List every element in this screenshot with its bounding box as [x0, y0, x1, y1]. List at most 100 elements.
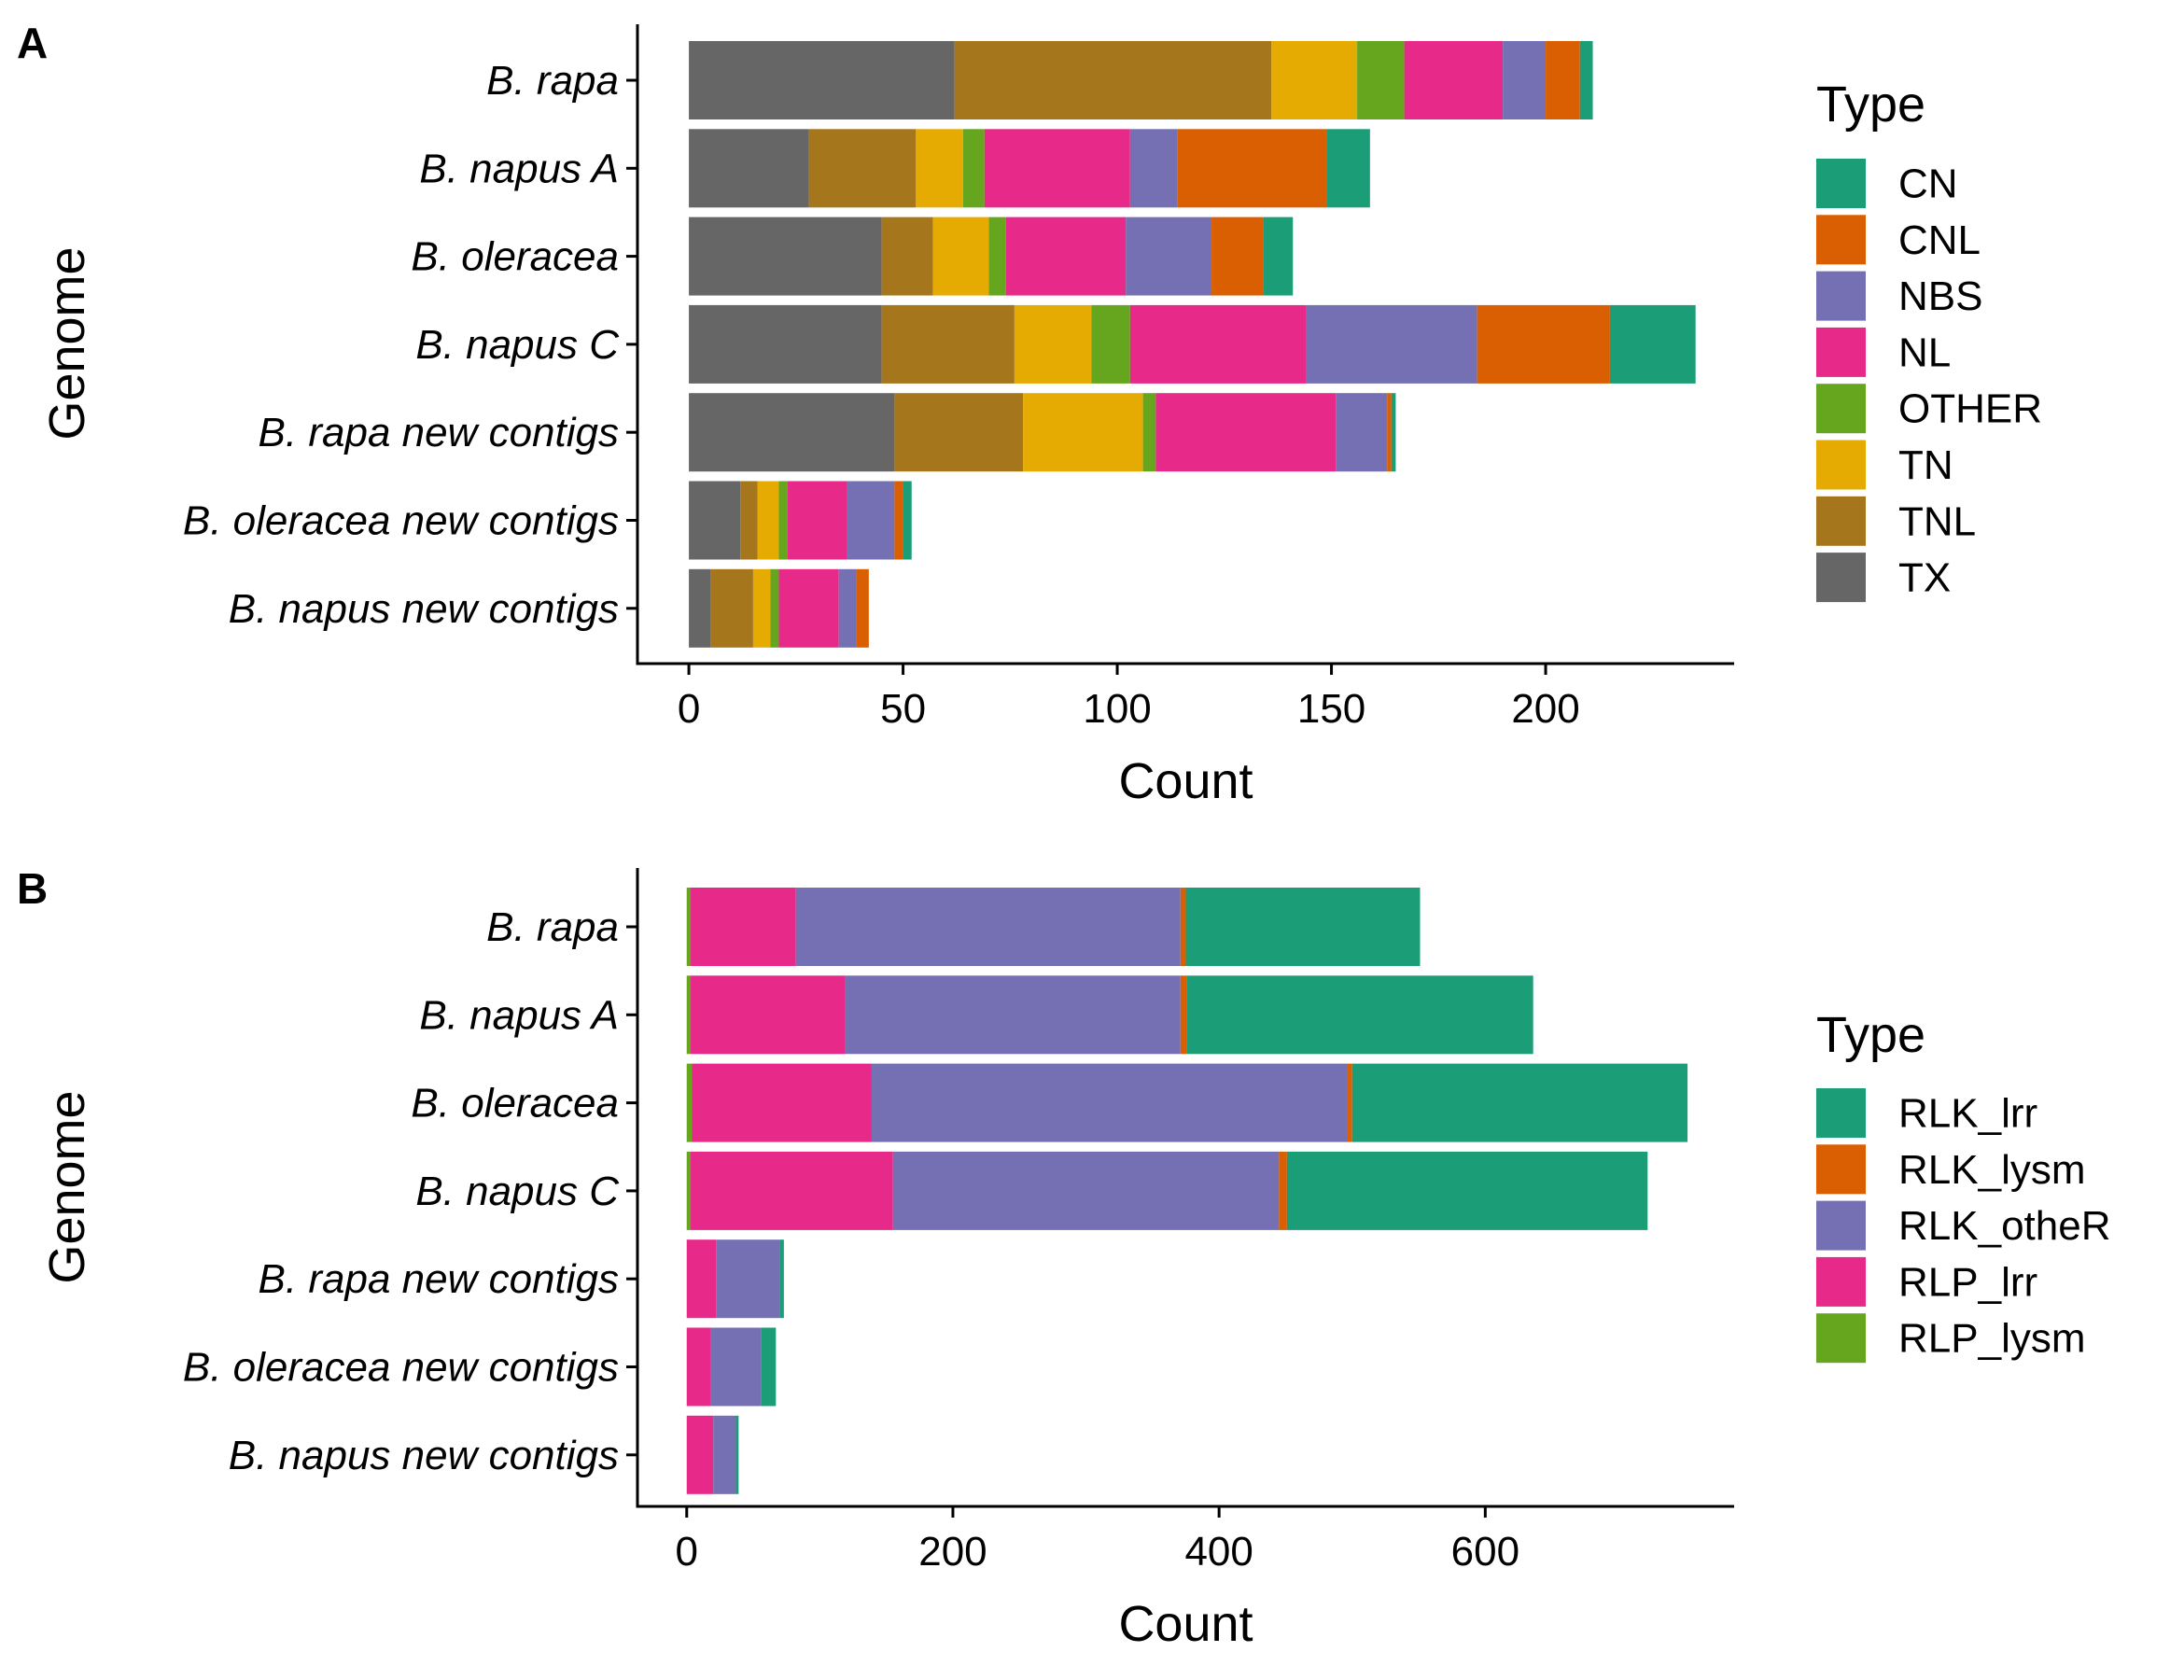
y-tick-label: B. rapa: [486, 58, 619, 104]
x-axis-title: Count: [1118, 1596, 1253, 1652]
y-axis-title: Genome: [39, 1090, 95, 1283]
bar-segment-tn: [752, 568, 771, 648]
bar-segment-rlk-lysm: [1347, 1063, 1352, 1142]
bar-segment-cn: [1326, 129, 1370, 208]
bar-segment-rlk-other: [871, 1063, 1348, 1142]
bar-segment-rlp-lrr: [691, 888, 796, 966]
legend-title: Type: [1816, 77, 1925, 133]
bar-segment-nbs: [1503, 41, 1547, 119]
bar-segment-rlk-lrr: [1286, 1151, 1648, 1230]
bar-segment-nl: [1404, 41, 1504, 119]
bar-segment-cn: [1263, 217, 1294, 296]
legend: Type CN CNL NBS NL OTHER TN TNL TX: [1816, 77, 2042, 603]
panel-label: B: [17, 864, 48, 913]
legend-label: RLK_lrr: [1898, 1091, 2037, 1137]
bar-segment-nl: [1155, 393, 1337, 472]
y-tick-label: B. napus A: [419, 992, 619, 1038]
bar-segment-nbs: [1129, 129, 1178, 208]
legend-swatch: [1816, 384, 1866, 434]
bar-segment-tnl: [954, 41, 1272, 119]
legend-swatch: [1816, 1200, 1866, 1251]
y-tick-label: B. rapa: [486, 904, 619, 950]
bar-segment-cnl: [1387, 393, 1392, 472]
bar-segment-tnl: [881, 217, 933, 296]
y-tick-label: B. oleracea new contigs: [183, 1345, 619, 1391]
x-tick-label: 150: [1297, 686, 1365, 732]
y-tick-label: B. oleracea new contigs: [183, 498, 619, 544]
bar-segment-other: [1357, 41, 1405, 119]
legend-swatch: [1816, 440, 1866, 490]
bar-segment-tn: [916, 129, 963, 208]
bar-segment-cnl: [856, 568, 869, 648]
legend-swatch: [1816, 159, 1866, 208]
bar-segment-other: [1091, 304, 1130, 384]
bar-segment-tn: [1014, 304, 1092, 384]
legend: Type RLK_lrr RLK_lysm RLK_otheR RLP_lrr RLP_l…: [1816, 1007, 2110, 1364]
bar-segment-rlk-lrr: [1351, 1063, 1688, 1142]
legend-swatch: [1816, 271, 1866, 321]
y-tick-label: B. rapa new contigs: [259, 410, 619, 455]
bar-segment-tnl: [894, 393, 1024, 472]
bar-segment-rlk-lysm: [1279, 1151, 1287, 1230]
legend-swatch: [1816, 327, 1866, 377]
legend-title: Type: [1816, 1007, 1925, 1063]
bar-segment-tn: [932, 217, 989, 296]
bar-segment-cn: [1391, 393, 1396, 472]
x-tick-label: 0: [676, 1529, 698, 1575]
bar-segment-cnl: [1177, 129, 1327, 208]
legend-swatch: [1816, 1088, 1866, 1138]
y-tick-label: B. napus C: [415, 1169, 620, 1214]
bar-segment-rlk-other: [710, 1327, 762, 1407]
bar-segment-nl: [778, 568, 839, 648]
bar-segment-tx: [689, 481, 741, 560]
bar-segment-nl: [1005, 217, 1127, 296]
bar-segment-rlp-lrr: [691, 975, 846, 1055]
bar-segment-tn: [1023, 393, 1143, 472]
y-tick-label: B. napus A: [419, 146, 619, 191]
y-tick-label: B. napus new contigs: [229, 586, 619, 632]
bar-segment-tx: [689, 217, 882, 296]
legend-swatch: [1816, 215, 1866, 265]
bar-segment-nbs: [1306, 304, 1477, 384]
y-tick-label: B. oleracea: [411, 1081, 619, 1127]
bar-segment-nl: [1129, 304, 1307, 384]
bar-segment-rlp-lrr: [686, 1239, 717, 1319]
bar-segment-rlp-lysm: [686, 975, 692, 1055]
bar-segment-rlk-lrr: [1186, 975, 1533, 1055]
bar-segment-rlp-lrr: [691, 1151, 893, 1230]
x-tick-label: 600: [1451, 1529, 1519, 1575]
legend-swatch: [1816, 553, 1866, 603]
bar-segment-rlk-other: [845, 975, 1181, 1055]
bar-segment-cn: [903, 481, 912, 560]
bar-segment-rlk-lrr: [779, 1239, 784, 1319]
legend-label: TX: [1898, 555, 1951, 601]
x-tick-label: 400: [1184, 1529, 1253, 1575]
bar-segment-tnl: [808, 129, 917, 208]
bar-segment-other: [778, 481, 788, 560]
bar-segment-rlp-lysm: [686, 1151, 692, 1230]
legend-label: RLP_lysm: [1898, 1316, 2086, 1362]
bar-segment-tx: [689, 41, 955, 119]
legend-label: CNL: [1898, 217, 1981, 263]
bar-segment-tx: [689, 304, 882, 384]
bar-segment-other: [962, 129, 985, 208]
legend-label: NBS: [1898, 273, 1982, 319]
bar-segment-rlp-lysm: [686, 1063, 693, 1142]
bar-segment-rlk-lrr: [1185, 888, 1421, 966]
bar-segment-rlk-other: [892, 1151, 1280, 1230]
x-tick-label: 0: [678, 686, 700, 732]
legend-swatch: [1816, 496, 1866, 546]
bar-segment-tx: [689, 568, 711, 648]
bar-segment-nbs: [847, 481, 895, 560]
y-tick-label: B. napus new contigs: [229, 1433, 619, 1478]
bar-segment-other: [1142, 393, 1156, 472]
chart-panel-a: A B. rapa B. napus A B. oleracea B. napus C B…: [17, 19, 2042, 809]
bar-segment-other: [988, 217, 1006, 296]
legend-label: NL: [1898, 329, 1951, 375]
bars: [686, 888, 1688, 1494]
legend-label: RLK_otheR: [1898, 1203, 2110, 1249]
bar-segment-tn: [757, 481, 779, 560]
legend-label: RLP_lrr: [1898, 1259, 2037, 1305]
x-tick-label: 100: [1083, 686, 1151, 732]
bar-segment-rlk-lysm: [1180, 888, 1186, 966]
